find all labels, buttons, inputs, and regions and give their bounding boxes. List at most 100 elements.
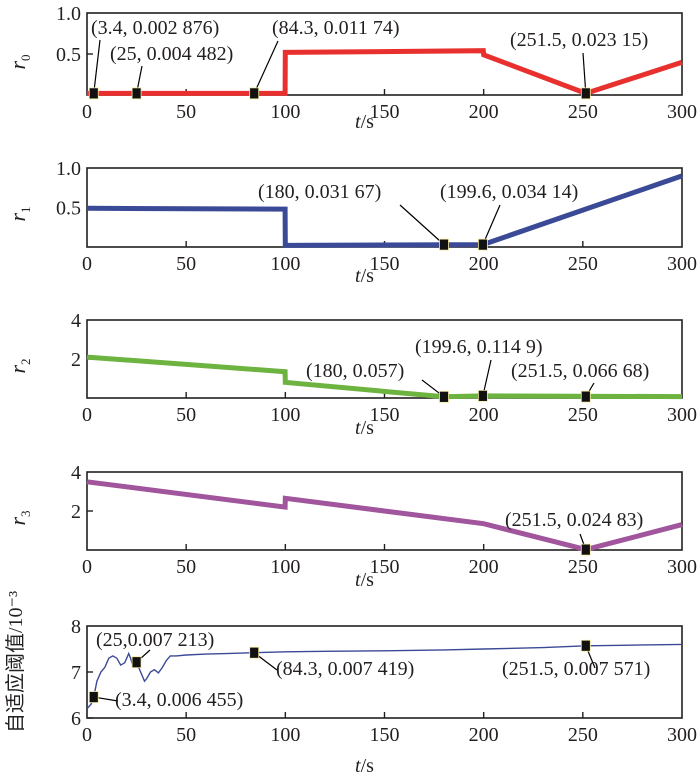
annotation-label: (251.5, 0.024 83) xyxy=(505,509,643,531)
x-tick-label: 0 xyxy=(82,724,92,746)
annotation-label: (251.5, 0.023 15) xyxy=(510,29,648,51)
y-tick-label: 0.5 xyxy=(56,198,81,220)
x-tick-label: 50 xyxy=(176,101,196,123)
x-tick-label: 50 xyxy=(176,404,196,426)
data-point-marker xyxy=(477,389,488,402)
x-tick-label: 300 xyxy=(667,253,697,275)
annotation-leader xyxy=(482,359,492,396)
series-line-r1 xyxy=(86,173,683,248)
x-tick-label: 300 xyxy=(667,101,697,123)
annotation-label: (25,0.007 213) xyxy=(96,629,214,651)
x-tick-label: 100 xyxy=(270,724,300,746)
subplot-0: 0 50 100 150 200 250 300 0.5 1.0 t/s r0 (3.4, 0.002… xyxy=(5,3,697,133)
x-tick-label: 300 xyxy=(667,404,697,426)
subplot-4: 0 50 100 150 200 250 300 6 7 8 t/s 自适应阈值/10⁻³ (3.4, … xyxy=(4,591,697,777)
annotation-label: (251.5, 0.066 68) xyxy=(511,360,649,382)
x-tick-label: 250 xyxy=(568,253,598,275)
annotation-leader xyxy=(399,204,445,246)
x-tick-label: 50 xyxy=(176,724,196,746)
x-axis-title: t/s xyxy=(355,265,374,287)
data-point-marker xyxy=(439,238,449,251)
annotation-label: (199.6, 0.034 14) xyxy=(440,181,578,203)
x-tick-label: 200 xyxy=(469,101,499,123)
data-point-marker xyxy=(439,390,449,403)
x-tick-label: 200 xyxy=(469,404,499,426)
plot-frame xyxy=(86,319,683,399)
subplot-3: 0 50 100 150 200 250 300 2 4 t/s r3 (251.5, 0.024 8… xyxy=(5,462,697,591)
data-point-marker xyxy=(88,691,99,703)
series-line-r3 xyxy=(86,479,683,553)
annotation-label: (180, 0.031 67) xyxy=(258,181,381,203)
x-tick-label: 0 xyxy=(82,101,92,123)
annotation-label: (251.5, 0.007 571) xyxy=(502,658,650,680)
x-tick-label: 200 xyxy=(469,253,499,275)
x-axis-title: t/s xyxy=(355,569,374,591)
y-tick-label: 6 xyxy=(71,708,81,730)
data-point-marker xyxy=(249,646,260,659)
y-tick-label: 4 xyxy=(71,310,81,332)
x-tick-label: 300 xyxy=(667,724,697,746)
x-tick-label: 200 xyxy=(469,556,499,578)
x-axis-title: t/s xyxy=(355,111,374,133)
y-tick-label: 1.0 xyxy=(56,158,81,180)
data-point-marker xyxy=(580,543,591,556)
x-tick-label: 250 xyxy=(568,724,598,746)
x-tick-label: 0 xyxy=(82,556,92,578)
data-point-marker xyxy=(88,87,99,100)
x-axis-title: t/s xyxy=(355,755,374,777)
y-axis-title: r0 xyxy=(5,54,33,69)
x-tick-label: 150 xyxy=(370,253,400,275)
data-point-marker xyxy=(580,87,591,100)
x-tick-label: 50 xyxy=(176,556,196,578)
y-axis-title: r1 xyxy=(5,206,33,221)
series-line-r2 xyxy=(86,354,683,400)
y-tick-label: 2 xyxy=(71,501,81,523)
x-tick-label: 200 xyxy=(469,724,499,746)
x-tick-label: 150 xyxy=(370,556,400,578)
x-tick-label: 100 xyxy=(270,404,300,426)
data-point-marker xyxy=(131,656,142,669)
annotation-label: (199.6, 0.114 9) xyxy=(415,336,543,358)
y-axis-title: 自适应阈值/10⁻³ xyxy=(4,591,27,733)
y-tick-label: 0.5 xyxy=(56,44,81,66)
x-tick-label: 300 xyxy=(667,556,697,578)
y-tick-label: 1.0 xyxy=(56,3,81,25)
y-tick-label: 4 xyxy=(71,462,81,484)
x-tick-label: 50 xyxy=(176,253,196,275)
annotation-leader xyxy=(253,40,279,94)
x-tick-label: 250 xyxy=(568,556,598,578)
y-tick-label: 2 xyxy=(71,349,81,371)
annotation-label: (84.3, 0.007 419) xyxy=(276,658,414,680)
y-axis-title: r3 xyxy=(5,510,33,525)
x-tick-label: 150 xyxy=(370,724,400,746)
data-point-marker xyxy=(477,238,488,251)
data-point-marker xyxy=(131,87,142,100)
annotation-label: (3.4, 0.002 876) xyxy=(91,17,219,39)
y-axis-title: r2 xyxy=(5,358,33,373)
x-tick-label: 250 xyxy=(568,101,598,123)
x-axis-title: t/s xyxy=(355,417,374,439)
series-line-adaptive-threshold xyxy=(86,643,683,710)
annotation-label: (84.3, 0.011 74) xyxy=(272,17,400,39)
annotation-leader xyxy=(93,39,101,94)
annotation-label: (25, 0.004 482) xyxy=(110,43,233,65)
x-tick-label: 0 xyxy=(82,253,92,275)
x-tick-label: 100 xyxy=(270,556,300,578)
x-tick-label: 100 xyxy=(270,101,300,123)
subplot-1: 0 50 100 150 200 250 300 0.5 1.0 t/s r1 (180, 0.031… xyxy=(5,158,697,287)
x-tick-label: 0 xyxy=(82,404,92,426)
x-tick-label: 250 xyxy=(568,404,598,426)
x-tick-label: 150 xyxy=(370,404,400,426)
annotation-leader xyxy=(482,204,501,245)
annotation-leader xyxy=(582,52,587,94)
x-tick-label: 150 xyxy=(370,101,400,123)
annotation-label: (3.4, 0.006 455) xyxy=(115,689,243,711)
subplot-2: 0 50 100 150 200 250 300 2 4 t/s r2 (180, 0.057) (19… xyxy=(5,310,697,439)
data-point-marker xyxy=(580,639,591,652)
y-tick-label: 7 xyxy=(71,662,81,684)
data-point-marker xyxy=(580,390,591,403)
data-point-marker xyxy=(249,87,260,100)
x-tick-label: 100 xyxy=(270,253,300,275)
annotation-label: (180, 0.057) xyxy=(306,360,404,382)
